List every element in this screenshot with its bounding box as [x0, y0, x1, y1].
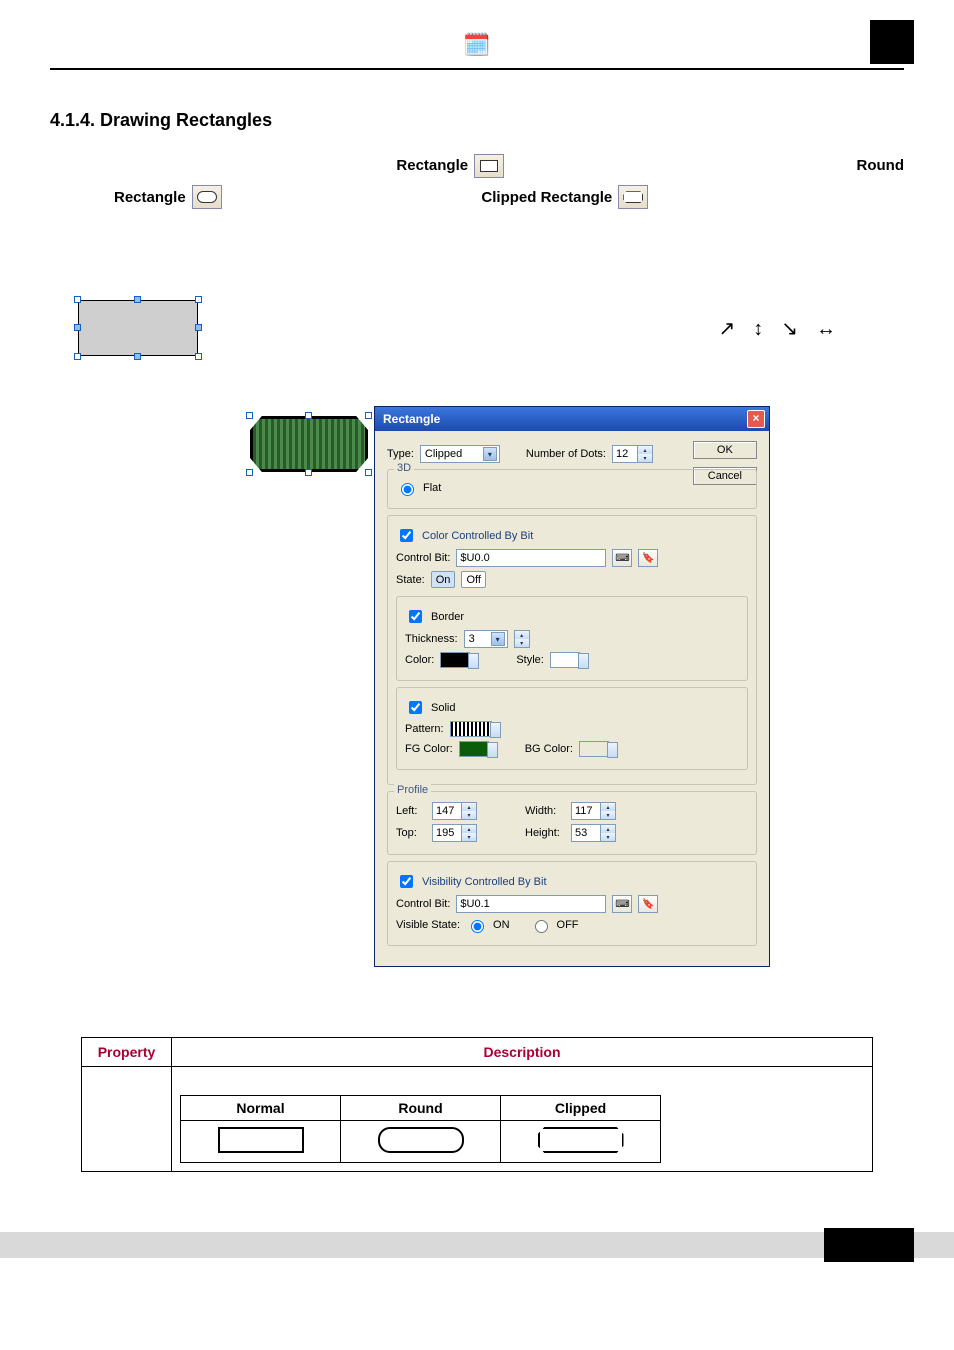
- thickness-label: Thickness:: [405, 633, 458, 645]
- thickness-combo[interactable]: 3 ▾: [464, 630, 508, 648]
- pattern-label: Pattern:: [405, 723, 444, 735]
- tag-icon-2[interactable]: 🔖: [638, 895, 658, 913]
- label-clipped: Clipped Rectangle: [481, 185, 612, 211]
- fgcolor-label: FG Color:: [405, 743, 453, 755]
- col-normal: Normal: [181, 1096, 341, 1121]
- flat-label: Flat: [423, 482, 441, 494]
- page-header: 🗓️: [50, 30, 904, 70]
- rectangle-icon[interactable]: [474, 154, 504, 178]
- chevron-down-icon[interactable]: ▾: [483, 447, 497, 461]
- color-ctrl-label: Color Controlled By Bit: [422, 530, 533, 542]
- footer-marker: [824, 1228, 914, 1262]
- ctrlbit-label: Control Bit:: [396, 552, 450, 564]
- prop-cell: [82, 1067, 172, 1172]
- width-label: Width:: [525, 805, 565, 817]
- page-footer: [0, 1232, 954, 1258]
- bgcolor-label: BG Color:: [525, 743, 573, 755]
- label-rectangle-2: Rectangle: [114, 185, 186, 211]
- visstate-label: Visible State:: [396, 919, 460, 931]
- height-input[interactable]: [571, 824, 601, 842]
- type-label: Type:: [387, 448, 414, 460]
- th-description: Description: [172, 1038, 873, 1067]
- col-round: Round: [341, 1096, 501, 1121]
- width-input[interactable]: [571, 802, 601, 820]
- vis-on-radio[interactable]: [471, 920, 484, 933]
- dialog-titlebar: Rectangle ×: [375, 407, 769, 431]
- group-3d: 3D: [394, 462, 414, 474]
- solid-label: Solid: [431, 702, 455, 714]
- left-label: Left:: [396, 805, 426, 817]
- header-marker: [870, 20, 914, 64]
- section-heading: 4.1.4. Drawing Rectangles: [50, 110, 904, 131]
- border-label: Border: [431, 611, 464, 623]
- selected-rectangle-demo: [78, 300, 198, 356]
- close-icon[interactable]: ×: [747, 410, 765, 428]
- intro-text: Rectangle Round Rectangle Clipped Rectan…: [50, 153, 904, 210]
- ctrlbit-input[interactable]: [456, 549, 606, 567]
- dialog-title: Rectangle: [383, 412, 440, 426]
- keypad-icon[interactable]: ⌨: [612, 549, 632, 567]
- clipped-shape-icon: [538, 1127, 624, 1153]
- visbit-label: Control Bit:: [396, 898, 450, 910]
- numdots-label: Number of Dots:: [526, 448, 606, 460]
- label-round: Round: [857, 153, 904, 179]
- numdots-spinner[interactable]: ▴▾: [612, 445, 653, 463]
- bg-color-swatch[interactable]: [579, 741, 609, 757]
- top-label: Top:: [396, 827, 426, 839]
- ok-button[interactable]: OK: [693, 441, 757, 459]
- round-rectangle-icon[interactable]: [192, 185, 222, 209]
- fg-color-swatch[interactable]: [459, 741, 489, 757]
- profile-group: Profile: [394, 784, 431, 796]
- clipped-rectangle-icon[interactable]: [618, 185, 648, 209]
- height-label: Height:: [525, 827, 565, 839]
- keypad-icon-2[interactable]: ⌨: [612, 895, 632, 913]
- flat-radio[interactable]: [401, 483, 414, 496]
- top-input[interactable]: [432, 824, 462, 842]
- pattern-swatch[interactable]: [450, 721, 492, 737]
- border-style-swatch[interactable]: [550, 652, 580, 668]
- state-label: State:: [396, 574, 425, 586]
- state-on-button[interactable]: On: [431, 571, 456, 588]
- th-property: Property: [82, 1038, 172, 1067]
- desc-cell: Normal Round Clipped: [172, 1067, 873, 1172]
- color-ctrl-checkbox[interactable]: [400, 529, 413, 542]
- visbit-input[interactable]: [456, 895, 606, 913]
- col-clipped: Clipped: [501, 1096, 661, 1121]
- border-color-swatch[interactable]: [440, 652, 470, 668]
- state-off-button[interactable]: Off: [461, 571, 485, 588]
- visibility-checkbox[interactable]: [400, 875, 413, 888]
- solid-checkbox[interactable]: [409, 701, 422, 714]
- app-icon: 🗓️: [463, 32, 490, 58]
- color-label: Color:: [405, 654, 434, 666]
- left-input[interactable]: [432, 802, 462, 820]
- normal-shape-icon: [218, 1127, 304, 1153]
- visibility-label: Visibility Controlled By Bit: [422, 876, 547, 888]
- rectangle-dialog: Rectangle × OK Cancel Type: Clipped ▾ Nu…: [374, 406, 770, 967]
- clipped-preview: [250, 416, 368, 472]
- resize-cursors: ↗↕↘↔: [718, 316, 854, 341]
- round-shape-icon: [378, 1127, 464, 1153]
- shape-type-table: Normal Round Clipped: [180, 1095, 661, 1163]
- tag-icon[interactable]: 🔖: [638, 549, 658, 567]
- label-rectangle: Rectangle: [396, 153, 468, 179]
- vis-off-radio[interactable]: [535, 920, 548, 933]
- style-label: Style:: [516, 654, 544, 666]
- property-table: Property Description Normal Round Clippe…: [81, 1037, 873, 1172]
- type-combo[interactable]: Clipped ▾: [420, 445, 500, 463]
- border-checkbox[interactable]: [409, 610, 422, 623]
